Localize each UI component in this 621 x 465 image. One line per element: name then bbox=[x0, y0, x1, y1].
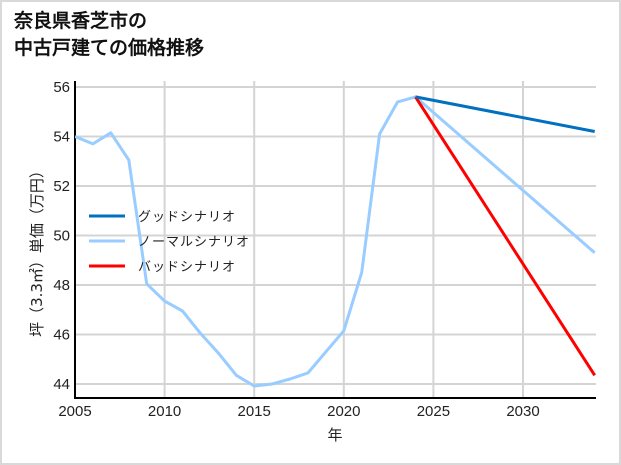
x-tick-label: 2010 bbox=[148, 403, 181, 420]
chart-title-line2: 中古戸建ての価格推移 bbox=[14, 37, 205, 59]
legend-label: グッドシナリオ bbox=[138, 210, 236, 225]
legend-item: ノーマルシナリオ bbox=[89, 235, 250, 250]
series-line bbox=[415, 95, 595, 133]
x-tick-label: 2020 bbox=[327, 403, 360, 420]
x-tick-label: 2025 bbox=[417, 403, 450, 420]
legend-label: ノーマルシナリオ bbox=[138, 235, 250, 250]
legend-item: バッドシナリオ bbox=[89, 260, 236, 275]
y-tick-label: 44 bbox=[53, 376, 70, 393]
x-tick-label: 2030 bbox=[506, 403, 539, 420]
y-tick-label: 54 bbox=[53, 129, 70, 146]
legend-label: バッドシナリオ bbox=[138, 260, 236, 275]
tick-labels: 44 46 48 50 52 54 56 2005 2010 2015 2020 2025 2030 bbox=[53, 79, 539, 420]
y-tick-label: 52 bbox=[53, 178, 70, 195]
series-lines bbox=[75, 95, 596, 388]
series-line bbox=[75, 95, 596, 388]
axes bbox=[74, 81, 596, 399]
x-tick-label: 2015 bbox=[238, 403, 271, 420]
series-line bbox=[414, 96, 596, 377]
x-tick-label: 2005 bbox=[58, 403, 91, 420]
y-tick-label: 56 bbox=[53, 79, 70, 96]
chart-title-line1: 奈良県香芝市の bbox=[14, 10, 148, 32]
y-tick-label: 46 bbox=[53, 327, 70, 344]
y-tick-label: 48 bbox=[53, 277, 70, 294]
x-axis-label: 年 bbox=[327, 426, 342, 444]
gridlines bbox=[75, 81, 596, 398]
y-tick-label: 50 bbox=[53, 228, 70, 245]
y-axis-label: 坪（3.3㎡）単価（万円） bbox=[28, 163, 46, 337]
chart-title: 奈良県香芝市の 中古戸建ての価格推移 bbox=[14, 8, 204, 62]
legend-item: グッドシナリオ bbox=[89, 210, 236, 225]
